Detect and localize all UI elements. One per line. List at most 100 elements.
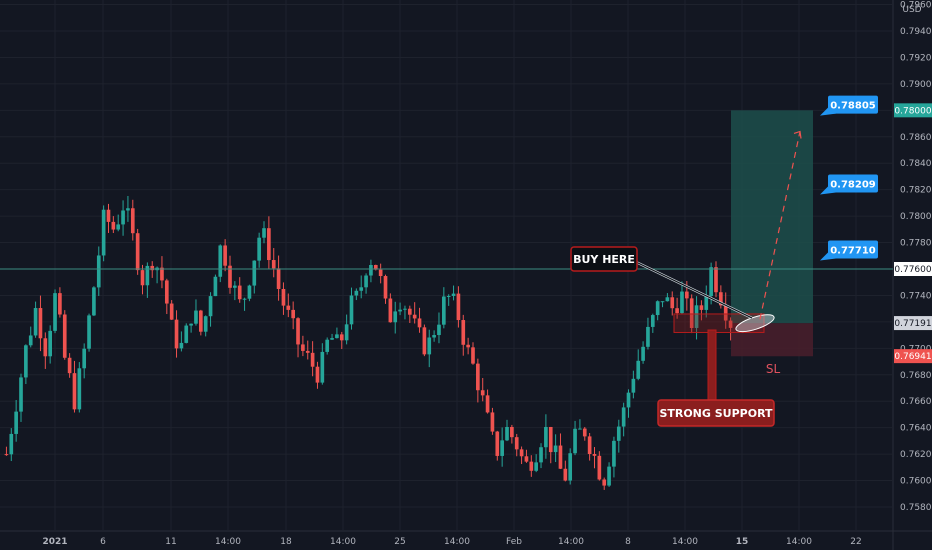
candle-body	[305, 350, 310, 353]
candle-body	[330, 338, 334, 340]
overlay: 0.78805 0.78209 0.77710 BUY HERE STRONG SUPP…	[0, 95, 893, 427]
price-callout: 0.78805	[820, 95, 878, 116]
candle-body	[539, 447, 543, 463]
candle-body	[568, 453, 573, 481]
candle-body	[587, 436, 592, 455]
candle-body	[271, 260, 276, 269]
callout-label: 0.78805	[830, 101, 876, 112]
candle-body	[655, 301, 660, 316]
x-tick-label: 18	[280, 537, 292, 547]
candle-body	[602, 479, 607, 486]
candle-body	[573, 428, 577, 454]
candle-body	[694, 305, 699, 328]
candle-body	[233, 285, 237, 288]
candle-body	[505, 426, 509, 441]
candle-body	[383, 276, 388, 299]
candle-body	[53, 293, 57, 331]
candles	[4, 195, 733, 490]
candle-body	[398, 309, 402, 312]
candle-body	[150, 265, 155, 271]
profit-zone	[731, 110, 813, 324]
candle-body	[315, 366, 320, 383]
callout-pointer	[820, 107, 836, 116]
x-tick-label: 25	[394, 537, 405, 547]
projection-arrow	[759, 131, 801, 320]
candle-body	[437, 324, 441, 336]
candle-body	[169, 303, 174, 320]
callout-pointer	[820, 186, 836, 195]
candle-body	[616, 426, 621, 441]
candle-body	[485, 395, 490, 413]
candle-body	[325, 339, 330, 352]
candle-body	[480, 390, 485, 396]
x-tick-label: 22	[850, 537, 861, 547]
x-tick-label: 14:00	[558, 537, 584, 547]
callout-box	[828, 95, 878, 114]
candle-body	[388, 298, 393, 323]
x-tick-label: 15	[736, 537, 749, 547]
candle-body	[335, 334, 339, 339]
candle-body	[544, 426, 548, 448]
candle-body	[145, 265, 150, 286]
candle-body	[422, 327, 427, 355]
candle-body	[529, 461, 534, 471]
x-axis: 2021 6 11 14:00 18 14:00 25 14:00 Feb 14:00 8 14:00…	[42, 537, 861, 547]
candle-body	[126, 208, 130, 211]
candle-body	[194, 310, 198, 324]
candle-body	[48, 330, 52, 357]
candle-body	[378, 269, 383, 277]
callout-pointer	[820, 252, 836, 261]
candle-body	[719, 292, 723, 306]
candle-body	[714, 267, 718, 293]
candle-body	[301, 344, 305, 351]
x-tick-label: 14:00	[672, 537, 698, 547]
candle-body	[160, 267, 164, 281]
candle-body	[106, 209, 111, 222]
buy-here-box	[570, 246, 638, 272]
candle-body	[223, 245, 227, 266]
candle-body	[276, 268, 281, 289]
candle-body	[228, 265, 232, 288]
support-box	[673, 313, 765, 333]
strong-support-label: STRONG SUPPORT	[659, 407, 773, 420]
strong-support-box	[657, 399, 775, 427]
candle-body	[665, 297, 670, 302]
candle-body	[359, 287, 364, 291]
candle-body	[43, 338, 48, 357]
price-tag-label: 0.77600	[894, 265, 931, 275]
position-zones	[731, 110, 813, 357]
price-tag-box	[894, 349, 932, 364]
buy-here-pointer-inner	[635, 261, 753, 319]
candle-body	[432, 335, 436, 338]
candle-body	[597, 455, 602, 480]
candle-body	[709, 267, 713, 297]
candle-body	[58, 293, 62, 315]
x-tick-label: 14:00	[444, 537, 470, 547]
candle-body	[67, 357, 72, 374]
candle-body	[189, 323, 193, 326]
x-tick-label: 14:00	[215, 537, 241, 547]
candle-body	[4, 454, 9, 456]
buy-here-annotation: BUY HERE	[570, 246, 753, 320]
x-tick-label: 14:00	[786, 537, 812, 547]
candle-body	[184, 325, 189, 343]
candle-body	[208, 296, 213, 317]
price-tag: 0.78000	[894, 103, 932, 118]
candle-body	[33, 308, 38, 336]
candle-body	[680, 291, 684, 314]
candle-body	[563, 468, 568, 481]
price-tag: 0.77191	[894, 316, 932, 331]
candle-body	[495, 431, 500, 456]
candle-body	[257, 237, 261, 261]
x-tick-label: 2021	[42, 537, 67, 547]
candle-body	[646, 326, 650, 347]
candle-body	[87, 315, 91, 349]
y-tick-label: 0.79600	[900, 1, 932, 11]
